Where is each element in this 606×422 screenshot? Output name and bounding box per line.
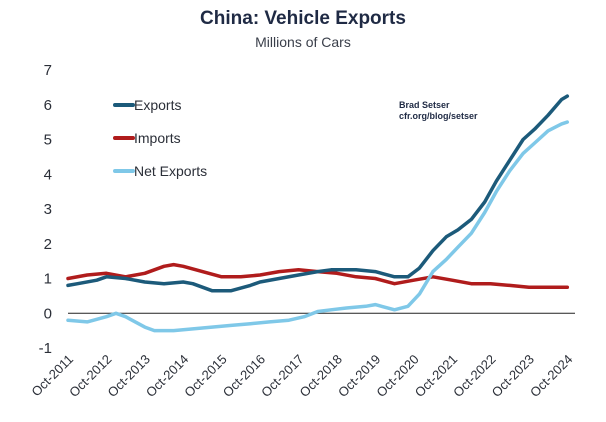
y-tick-label: 2 bbox=[44, 236, 52, 253]
series-lines bbox=[66, 94, 570, 333]
legend: Exports Imports Net Exports bbox=[113, 97, 207, 179]
series-line-imports bbox=[66, 262, 570, 289]
source-text: Brad Setser bbox=[399, 100, 450, 110]
legend-label: Net Exports bbox=[134, 163, 207, 179]
y-axis-ticks: 7 6 5 4 3 2 1 0 -1 bbox=[39, 62, 52, 357]
y-tick-label: 0 bbox=[44, 305, 52, 322]
series-line-net-exports bbox=[66, 120, 570, 333]
chart-subtitle: Millions of Cars bbox=[255, 34, 351, 50]
y-tick-label: 7 bbox=[44, 62, 52, 79]
y-tick-label: 4 bbox=[44, 166, 52, 183]
chart-title: China: Vehicle Exports bbox=[200, 8, 406, 29]
y-tick-label: 3 bbox=[44, 201, 52, 218]
x-axis-ticks: Oct-2011Oct-2012Oct-2013Oct-2014Oct-2015… bbox=[28, 352, 575, 400]
series-line-exports bbox=[66, 94, 570, 293]
y-tick-label: 6 bbox=[44, 97, 52, 114]
y-tick-label: 1 bbox=[44, 271, 52, 288]
y-tick-label: -1 bbox=[39, 340, 52, 357]
x-tick-label: Oct-2024 bbox=[527, 352, 575, 400]
y-tick-label: 5 bbox=[44, 132, 52, 149]
legend-label: Imports bbox=[134, 130, 181, 146]
source-text: cfr.org/blog/setser bbox=[399, 111, 478, 121]
legend-label: Exports bbox=[134, 97, 181, 113]
